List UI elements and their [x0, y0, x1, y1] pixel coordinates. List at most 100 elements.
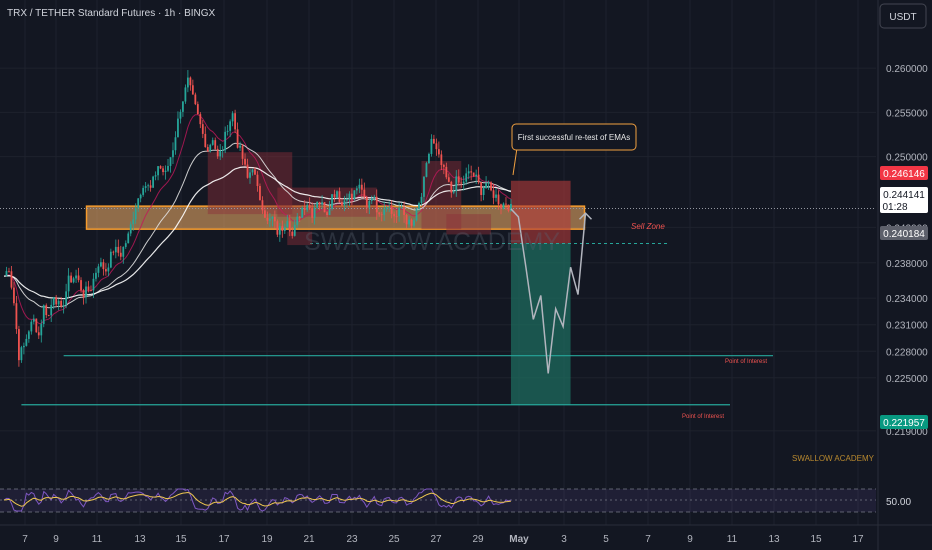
candle-body	[246, 164, 249, 178]
candle-body	[321, 202, 323, 205]
candle-body	[206, 147, 209, 152]
candle-body	[440, 154, 443, 165]
candle-body	[104, 269, 107, 272]
candle-body	[87, 286, 90, 291]
candle-body	[18, 329, 20, 361]
candle-body	[462, 181, 465, 184]
candle-body	[430, 138, 433, 154]
candle-body	[286, 221, 289, 227]
ema-line-30	[3, 142, 512, 309]
candle-body	[415, 208, 418, 221]
candle-body	[273, 216, 276, 222]
candle-body	[355, 188, 358, 191]
candle-body	[465, 173, 468, 182]
rsi-signal-line	[3, 491, 511, 507]
candle-body	[109, 251, 112, 268]
candle-body	[194, 94, 197, 105]
candle-body	[236, 129, 239, 148]
svg-text:0.221957: 0.221957	[883, 418, 925, 429]
candle-body	[5, 270, 8, 277]
candle-body	[425, 163, 428, 177]
candle-body	[107, 267, 110, 272]
candle-body	[40, 323, 43, 336]
time-tick: 15	[810, 534, 822, 545]
candle-body	[348, 193, 351, 199]
candle-body	[50, 304, 53, 316]
svg-text:0.246146: 0.246146	[883, 169, 925, 180]
candle-body	[201, 124, 204, 134]
candle-body	[169, 157, 172, 166]
candle-body	[408, 219, 410, 225]
candle-body	[122, 246, 125, 257]
candle-body	[256, 174, 259, 187]
candle-body	[490, 182, 492, 191]
time-tick: 3	[561, 534, 567, 545]
candle-body	[485, 183, 487, 189]
candle-body	[442, 164, 445, 167]
candle-body	[152, 176, 154, 188]
candle-body	[80, 280, 82, 291]
candle-body	[393, 213, 396, 217]
candle-body	[231, 113, 234, 122]
candle-body	[214, 140, 217, 149]
candle-body	[306, 204, 309, 211]
candle-body	[62, 305, 65, 307]
ema-line-55	[3, 166, 511, 300]
candle-body	[129, 224, 132, 234]
candle-body	[343, 200, 346, 206]
time-tick: 5	[603, 534, 609, 545]
candle-body	[487, 182, 490, 184]
candle-body	[380, 214, 383, 216]
candle-body	[460, 182, 463, 184]
candle-body	[114, 246, 117, 253]
candle-body	[209, 144, 212, 152]
candle-body	[157, 166, 159, 176]
time-tick: 25	[388, 534, 400, 545]
candle-body	[445, 166, 448, 178]
time-tick: 11	[92, 534, 103, 545]
candle-body	[179, 111, 182, 119]
candle-body	[510, 203, 512, 211]
candle-body	[199, 114, 202, 125]
price-tick: 0.231000	[886, 321, 928, 332]
candle-body	[296, 216, 299, 225]
candle-body	[331, 194, 333, 209]
candle-body	[268, 218, 271, 221]
candle-body	[482, 188, 485, 195]
candle-body	[72, 278, 75, 283]
time-tick: 13	[768, 534, 780, 545]
candle-body	[413, 220, 415, 226]
candle-body	[395, 216, 398, 218]
time-tick: 27	[430, 534, 442, 545]
candle-body	[475, 174, 478, 177]
price-tick: 0.228000	[886, 347, 928, 358]
candle-body	[383, 209, 386, 215]
rsi-band	[0, 489, 876, 512]
price-tick: 0.234000	[886, 294, 928, 305]
sell-target-box	[510, 243, 571, 405]
poi-lower-label: Point of Interest	[682, 414, 724, 420]
candle-body	[470, 171, 473, 173]
candle-body	[358, 184, 361, 189]
candle-body	[261, 200, 264, 211]
zones	[0, 152, 876, 406]
candle-body	[433, 138, 435, 144]
candle-body	[55, 297, 58, 305]
candle-body	[70, 275, 72, 283]
price-axis[interactable]: 0.2600000.2550000.2500000.2420000.238000…	[886, 64, 928, 438]
candle-body	[259, 186, 261, 201]
candle-body	[313, 207, 316, 218]
currency-button[interactable]: USDT	[879, 3, 927, 29]
candle-body	[226, 130, 229, 132]
price-tick: 0.219000	[886, 427, 928, 438]
candle-body	[507, 204, 510, 211]
candle-body	[400, 207, 403, 209]
candle-body	[97, 266, 100, 273]
watermark-small: SWALLOW ACADEMY	[792, 454, 875, 463]
candle-body	[13, 287, 15, 304]
time-tick: 9	[687, 534, 693, 545]
candle-body	[92, 278, 95, 291]
candle-body	[219, 150, 222, 157]
